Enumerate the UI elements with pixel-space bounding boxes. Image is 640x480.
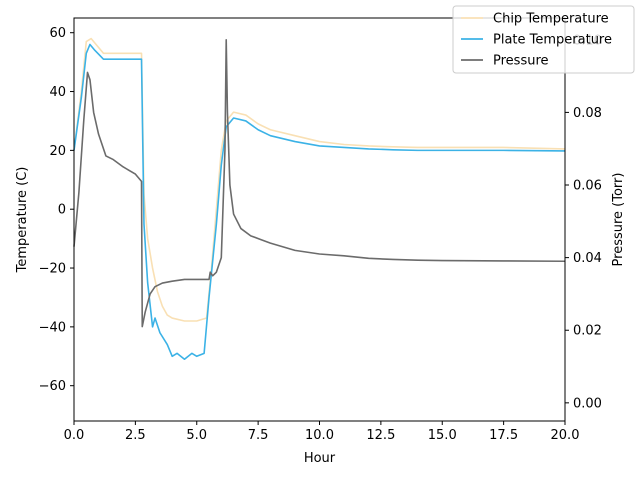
right-y-tick-label: 0.08: [573, 106, 602, 121]
plot-frame: [73, 17, 566, 422]
x-axis-label: Hour: [304, 451, 336, 466]
left-y-tick-label: 40: [49, 85, 66, 100]
x-axis: 0.0 2.5 5.0 7.5 10.0 12.5 15.0 17.5 20.0: [64, 421, 580, 443]
right-y-axis: 0.000.020.040.060.080.10: [565, 33, 602, 411]
left-y-axis-label: Temperature (C): [15, 167, 30, 274]
right-y-tick-label: 0.04: [573, 251, 602, 266]
right-y-tick-label: 0.00: [573, 396, 602, 411]
legend-entry-label: Pressure: [493, 54, 549, 69]
series-layer: [73, 37, 566, 361]
x-tick-label: 20.0: [551, 428, 580, 443]
legend-entry-label: Plate Temperature: [493, 33, 612, 48]
x-tick-label: 15.0: [428, 428, 457, 443]
series-line-1: [73, 37, 566, 322]
left-y-tick-label: −40: [39, 320, 66, 335]
x-tick-label: 2.5: [125, 428, 146, 443]
x-tick-label: 5.0: [186, 428, 207, 443]
right-y-tick-label: 0.06: [573, 179, 602, 194]
left-y-tick-label: −20: [39, 262, 66, 277]
left-y-tick-label: 20: [49, 144, 66, 159]
left-y-tick-label: 60: [49, 26, 66, 41]
series-line-3: [73, 38, 566, 328]
x-tick-label: 12.5: [366, 428, 395, 443]
x-tick-label: 7.5: [248, 428, 269, 443]
right-y-axis-label: Pressure (Torr): [611, 173, 626, 267]
series-line-2: [73, 43, 566, 361]
plot-area: [73, 17, 566, 422]
right-y-tick-label: 0.02: [573, 324, 602, 339]
x-tick-label: 0.0: [64, 428, 85, 443]
legend-box: [452, 5, 635, 74]
left-y-tick-label: −60: [39, 379, 66, 394]
legend: Chip Temperature Plate Temperature Pressur…: [452, 5, 635, 74]
x-tick-label: 17.5: [489, 428, 518, 443]
x-tick-label: 10.0: [305, 428, 334, 443]
left-y-axis: −60 −40 −20 0 20 40 60: [39, 26, 74, 394]
left-y-tick-label: 0: [58, 203, 66, 218]
legend-entry-label: Chip Temperature: [493, 12, 609, 27]
